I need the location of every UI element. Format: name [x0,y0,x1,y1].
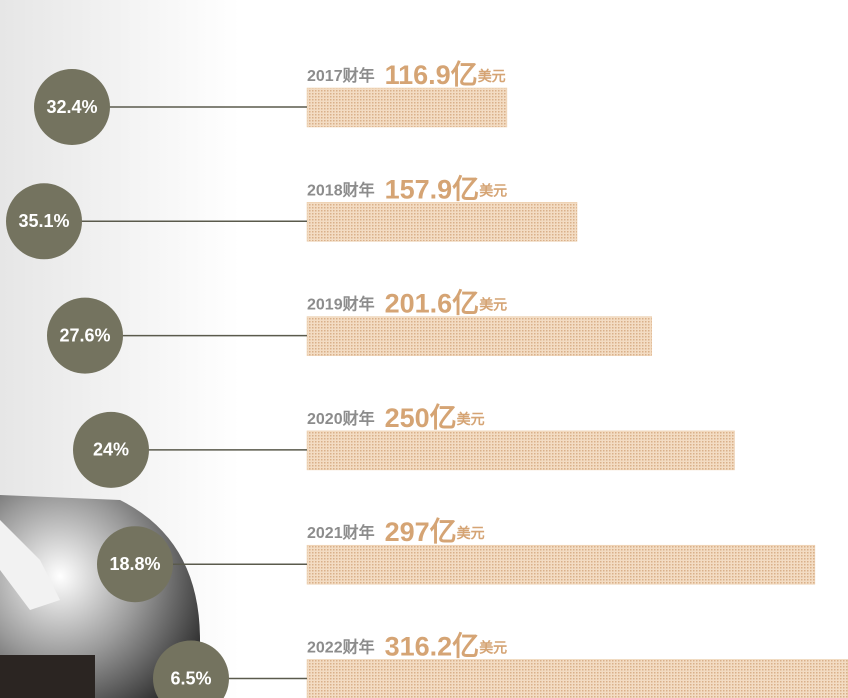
bar [307,202,577,241]
unit-label: 美元 [457,525,485,541]
year-label: 2019财年 [307,295,375,314]
bar-label: 2018财年 157.9亿美元 [307,174,507,204]
year-label: 2017财年 [307,66,375,85]
bar [307,317,652,356]
growth-label: 24% [93,440,129,460]
bar [307,431,735,470]
unit-label: 美元 [479,182,507,198]
growth-label: 35.1% [18,211,69,231]
value-label: 201.6亿 [385,289,480,319]
bar [307,660,848,698]
growth-label: 6.5% [170,668,211,688]
unit-label: 美元 [457,411,485,427]
photo-detail [0,655,95,698]
unit-label: 美元 [479,296,507,312]
bar-label: 2021财年 297亿美元 [307,517,485,547]
growth-label: 27.6% [59,325,110,345]
value-label: 250亿 [385,403,457,433]
year-label: 2018财年 [307,181,375,200]
bar-label: 2017财年 116.9亿美元 [307,60,506,90]
value-label: 297亿 [385,517,457,547]
value-label: 157.9亿 [385,174,480,204]
chart: 2017财年116.9亿美元32.4%2018财年157.9亿美元35.1%20… [0,0,848,698]
growth-label: 32.4% [46,97,97,117]
year-label: 2022财年 [307,638,375,657]
bar-label: 2019财年 201.6亿美元 [307,289,507,319]
value-label: 116.9亿 [385,60,478,90]
unit-label: 美元 [478,68,506,84]
bar-label: 2022财年 316.2亿美元 [307,632,507,662]
growth-label: 18.8% [109,554,160,574]
year-label: 2020财年 [307,409,375,428]
year-label: 2021财年 [307,523,375,542]
bar [307,88,507,127]
value-label: 316.2亿 [385,632,480,662]
unit-label: 美元 [479,639,507,655]
bar-label: 2020财年 250亿美元 [307,403,485,433]
bar [307,545,815,584]
